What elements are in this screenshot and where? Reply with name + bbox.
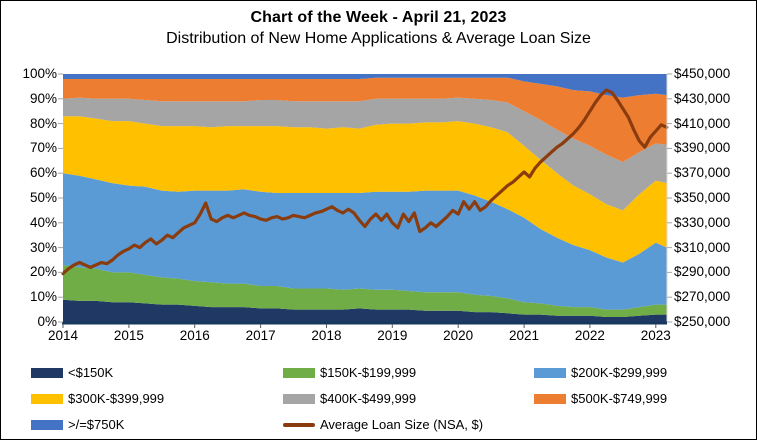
legend-color-swatch [534, 367, 566, 378]
chart-legend: <$150K $150K-$199,999 $200K-$299,999 $300K-… [31, 364, 741, 433]
x-tick-label: 2015 [113, 328, 144, 343]
x-tick-label: 2018 [311, 328, 342, 343]
legend-label: $300K-$399,999 [68, 391, 165, 406]
y-left-tick-label: 80% [29, 115, 57, 131]
chart-subtitle: Distribution of New Home Applications & … [166, 30, 591, 47]
area-series [63, 173, 667, 310]
y-left-tick-label: 0% [37, 314, 57, 329]
chart-title: Chart of the Week - April 21, 2023 [250, 9, 507, 26]
y-left-tick-label: 40% [29, 214, 57, 230]
y-right-tick-label: $370,000 [674, 165, 731, 181]
average-loan-size-line [61, 88, 669, 276]
x-tick-label: 2023 [640, 328, 671, 343]
y-left-tick-label: 90% [29, 90, 57, 106]
y-left-tick-label: 50% [29, 190, 57, 205]
y-right-tick-label: $290,000 [674, 264, 731, 280]
legend-color-swatch [31, 393, 63, 404]
legend-item: $200K-$299,999 [534, 364, 741, 381]
y-right-tick-label: $450,000 [674, 66, 731, 81]
area-series [63, 77, 667, 162]
area-series [63, 74, 667, 98]
area-series [63, 265, 667, 317]
legend-item: $400K-$499,999 [283, 390, 534, 407]
legend-item: $300K-$399,999 [31, 390, 283, 407]
y-left-tick-label: 70% [29, 140, 57, 156]
legend-item: $500K-$749,999 [534, 390, 741, 407]
x-tick-label: 2022 [574, 328, 605, 343]
y-right-tick-label: $390,000 [674, 140, 731, 156]
y-right-tick-label: $310,000 [674, 239, 731, 255]
x-tick-label: 2020 [443, 328, 474, 343]
legend-item: $150K-$199,999 [283, 364, 534, 381]
x-tick-label: 2014 [47, 328, 79, 343]
x-tick-label: 2017 [245, 328, 276, 343]
y-left-tick-label: 100% [22, 66, 57, 81]
legend-item: Average Loan Size (NSA, $) [283, 416, 534, 433]
legend-label: Average Loan Size (NSA, $) [320, 417, 484, 432]
x-tick-label: 2019 [377, 328, 408, 343]
legend-item: >/=$750K [31, 416, 283, 433]
legend-label: $150K-$199,999 [320, 365, 417, 380]
legend-color-swatch [31, 419, 63, 430]
legend-label: $200K-$299,999 [571, 365, 668, 380]
chart-plot-area [58, 73, 672, 328]
legend-color-swatch [283, 393, 315, 404]
legend-color-swatch [534, 393, 566, 404]
legend-label: $400K-$499,999 [320, 391, 417, 406]
legend-label: >/=$750K [68, 417, 125, 432]
y-axis-right: $450,000 $430,000 $410,000 $390,000 $370,000… [674, 1, 756, 441]
area-series [63, 97, 667, 211]
legend-color-swatch [31, 367, 63, 378]
legend-label: $500K-$749,999 [571, 391, 668, 406]
x-axis: 2014 2015 2016 2017 2018 2019 2020 2021 2022 2023 [1, 328, 757, 346]
y-right-tick-label: $270,000 [674, 289, 731, 305]
y-left-tick-label: 30% [29, 239, 57, 255]
legend-label: <$150K [68, 365, 114, 380]
legend-color-swatch [283, 367, 315, 378]
area-series [63, 116, 667, 263]
legend-line-swatch [283, 422, 315, 427]
x-tick-label: 2016 [179, 328, 210, 343]
y-right-tick-label: $350,000 [674, 190, 731, 205]
area-series [63, 299, 667, 322]
y-axis-left: 100% 90% 80% 70% 60% 50% 40% 30% 20% 10% 0% [1, 1, 58, 441]
y-right-tick-label: $410,000 [674, 115, 731, 131]
y-left-tick-label: 10% [29, 289, 57, 305]
y-left-tick-label: 20% [29, 264, 57, 280]
x-tick-label: 2021 [509, 328, 540, 343]
y-right-tick-label: $430,000 [674, 90, 731, 106]
y-right-tick-label: $250,000 [674, 314, 731, 329]
y-right-tick-label: $330,000 [674, 214, 731, 230]
y-left-tick-label: 60% [29, 165, 57, 181]
legend-item: <$150K [31, 364, 283, 381]
